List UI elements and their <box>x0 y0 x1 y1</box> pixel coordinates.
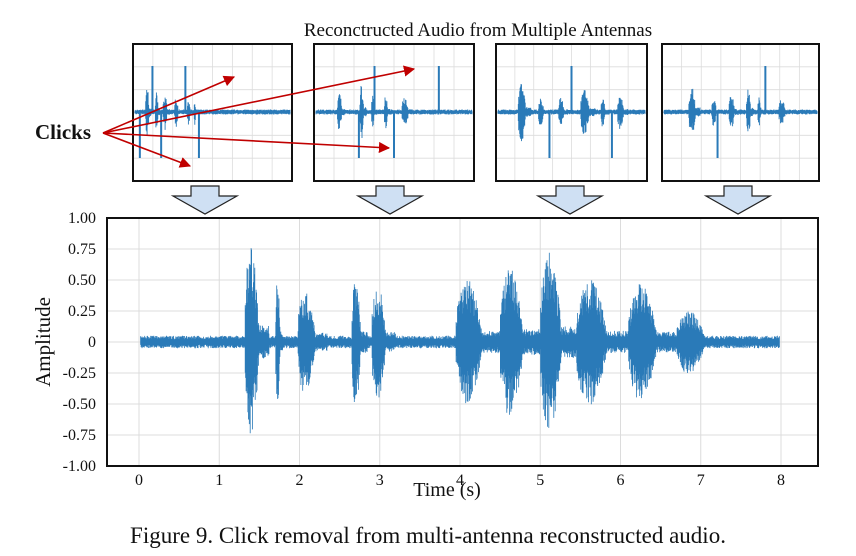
y-tick-label: 0.50 <box>68 272 96 289</box>
thumbnail-3 <box>495 43 648 182</box>
y-tick-label: 0 <box>88 334 96 351</box>
y-tick-label: 0.25 <box>68 303 96 320</box>
thumbnail-1 <box>132 43 293 182</box>
down-arrow-2 <box>355 185 425 215</box>
x-tick-label: 7 <box>697 472 705 489</box>
thumbnail-2 <box>313 43 475 182</box>
click-arrow <box>102 75 236 134</box>
x-tick-label: 3 <box>376 472 384 489</box>
down-arrow-4 <box>703 185 773 215</box>
y-tick-label: 0.75 <box>68 241 96 258</box>
x-tick-label: 2 <box>296 472 304 489</box>
waveform-trace <box>140 248 780 434</box>
x-tick-label: 6 <box>617 472 625 489</box>
figure-caption: Figure 9. Click removal from multi-anten… <box>130 523 726 548</box>
main-waveform <box>140 248 780 434</box>
click-arrow <box>102 132 192 168</box>
y-tick-label: -0.75 <box>63 427 96 444</box>
thumbnail-frame <box>132 43 293 182</box>
figure-top-title: Reconctructed Audio from Multiple Antenn… <box>304 20 652 41</box>
x-tick-label: 0 <box>135 472 143 489</box>
down-arrow-3 <box>535 185 605 215</box>
x-tick-label: 8 <box>777 472 785 489</box>
thumbnail-frame <box>661 43 820 182</box>
waveform-trace <box>315 86 473 138</box>
main-x-ticks: 0 1 2 3 4 5 6 7 8 <box>135 472 785 489</box>
click-arrows <box>102 65 416 168</box>
waveform-trace <box>497 84 646 142</box>
clicks-label: Clicks <box>35 120 91 144</box>
main-y-ticks: 1.00 0.75 0.50 0.25 0 -0.25 -0.50 -0.75 -1.00 <box>63 210 96 475</box>
thumbnail-panels <box>132 43 820 182</box>
thumbnail-frame <box>495 43 648 182</box>
click-arrow <box>102 65 416 134</box>
x-tick-label: 1 <box>215 472 223 489</box>
click-annotations: Clicks <box>35 65 416 168</box>
y-tick-label: -0.50 <box>63 396 96 413</box>
click-arrow <box>102 132 391 154</box>
x-tick-label: 5 <box>536 472 544 489</box>
y-tick-label: -1.00 <box>63 458 96 475</box>
x-tick-label: 4 <box>456 472 464 489</box>
x-axis-label: Time (s) <box>413 479 481 501</box>
main-plot-frame <box>106 217 819 467</box>
down-arrows <box>170 185 773 215</box>
thumbnail-4 <box>661 43 820 182</box>
thumbnail-frame <box>313 43 475 182</box>
y-tick-label: -0.25 <box>63 365 96 382</box>
y-tick-label: 1.00 <box>68 210 96 227</box>
y-axis-label: Amplitude <box>31 297 55 387</box>
down-arrow-1 <box>170 185 240 215</box>
